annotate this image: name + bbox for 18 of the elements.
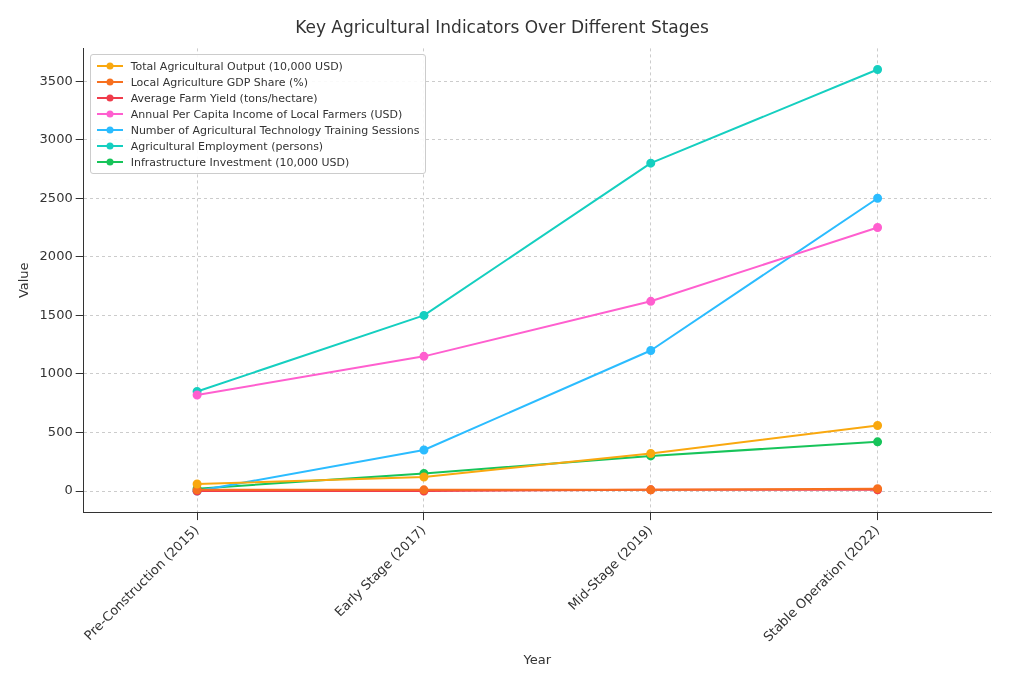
legend-label: Annual Per Capita Income of Local Farmers (USD) (130, 107, 403, 121)
y-axis-title: Value (16, 262, 32, 299)
legend-label: Number of Agricultural Technology Training Sessions (130, 123, 420, 137)
y-tick-label: 2500 (39, 189, 73, 205)
y-tick-label: 3000 (39, 131, 73, 147)
y-tick-label: 1000 (39, 365, 73, 381)
chart-title: Key Agricultural Indicators Over Different Stages (295, 16, 709, 37)
y-tick-label: 0 (64, 482, 73, 498)
legend-label: Average Farm Yield (tons/hectare) (130, 91, 318, 105)
legend-label: Total Agricultural Output (10,000 USD) (130, 59, 343, 73)
legend-label: Agricultural Employment (persons) (130, 139, 324, 153)
y-tick-label: 1500 (39, 306, 73, 322)
legend-label: Local Agriculture GDP Share (%) (130, 75, 309, 89)
y-tick-label: 3500 (39, 72, 73, 88)
y-tick-label: 500 (47, 423, 73, 439)
y-tick-label: 2000 (39, 248, 73, 264)
legend-label: Infrastructure Investment (10,000 USD) (130, 155, 350, 169)
x-axis-title: Year (522, 651, 552, 667)
